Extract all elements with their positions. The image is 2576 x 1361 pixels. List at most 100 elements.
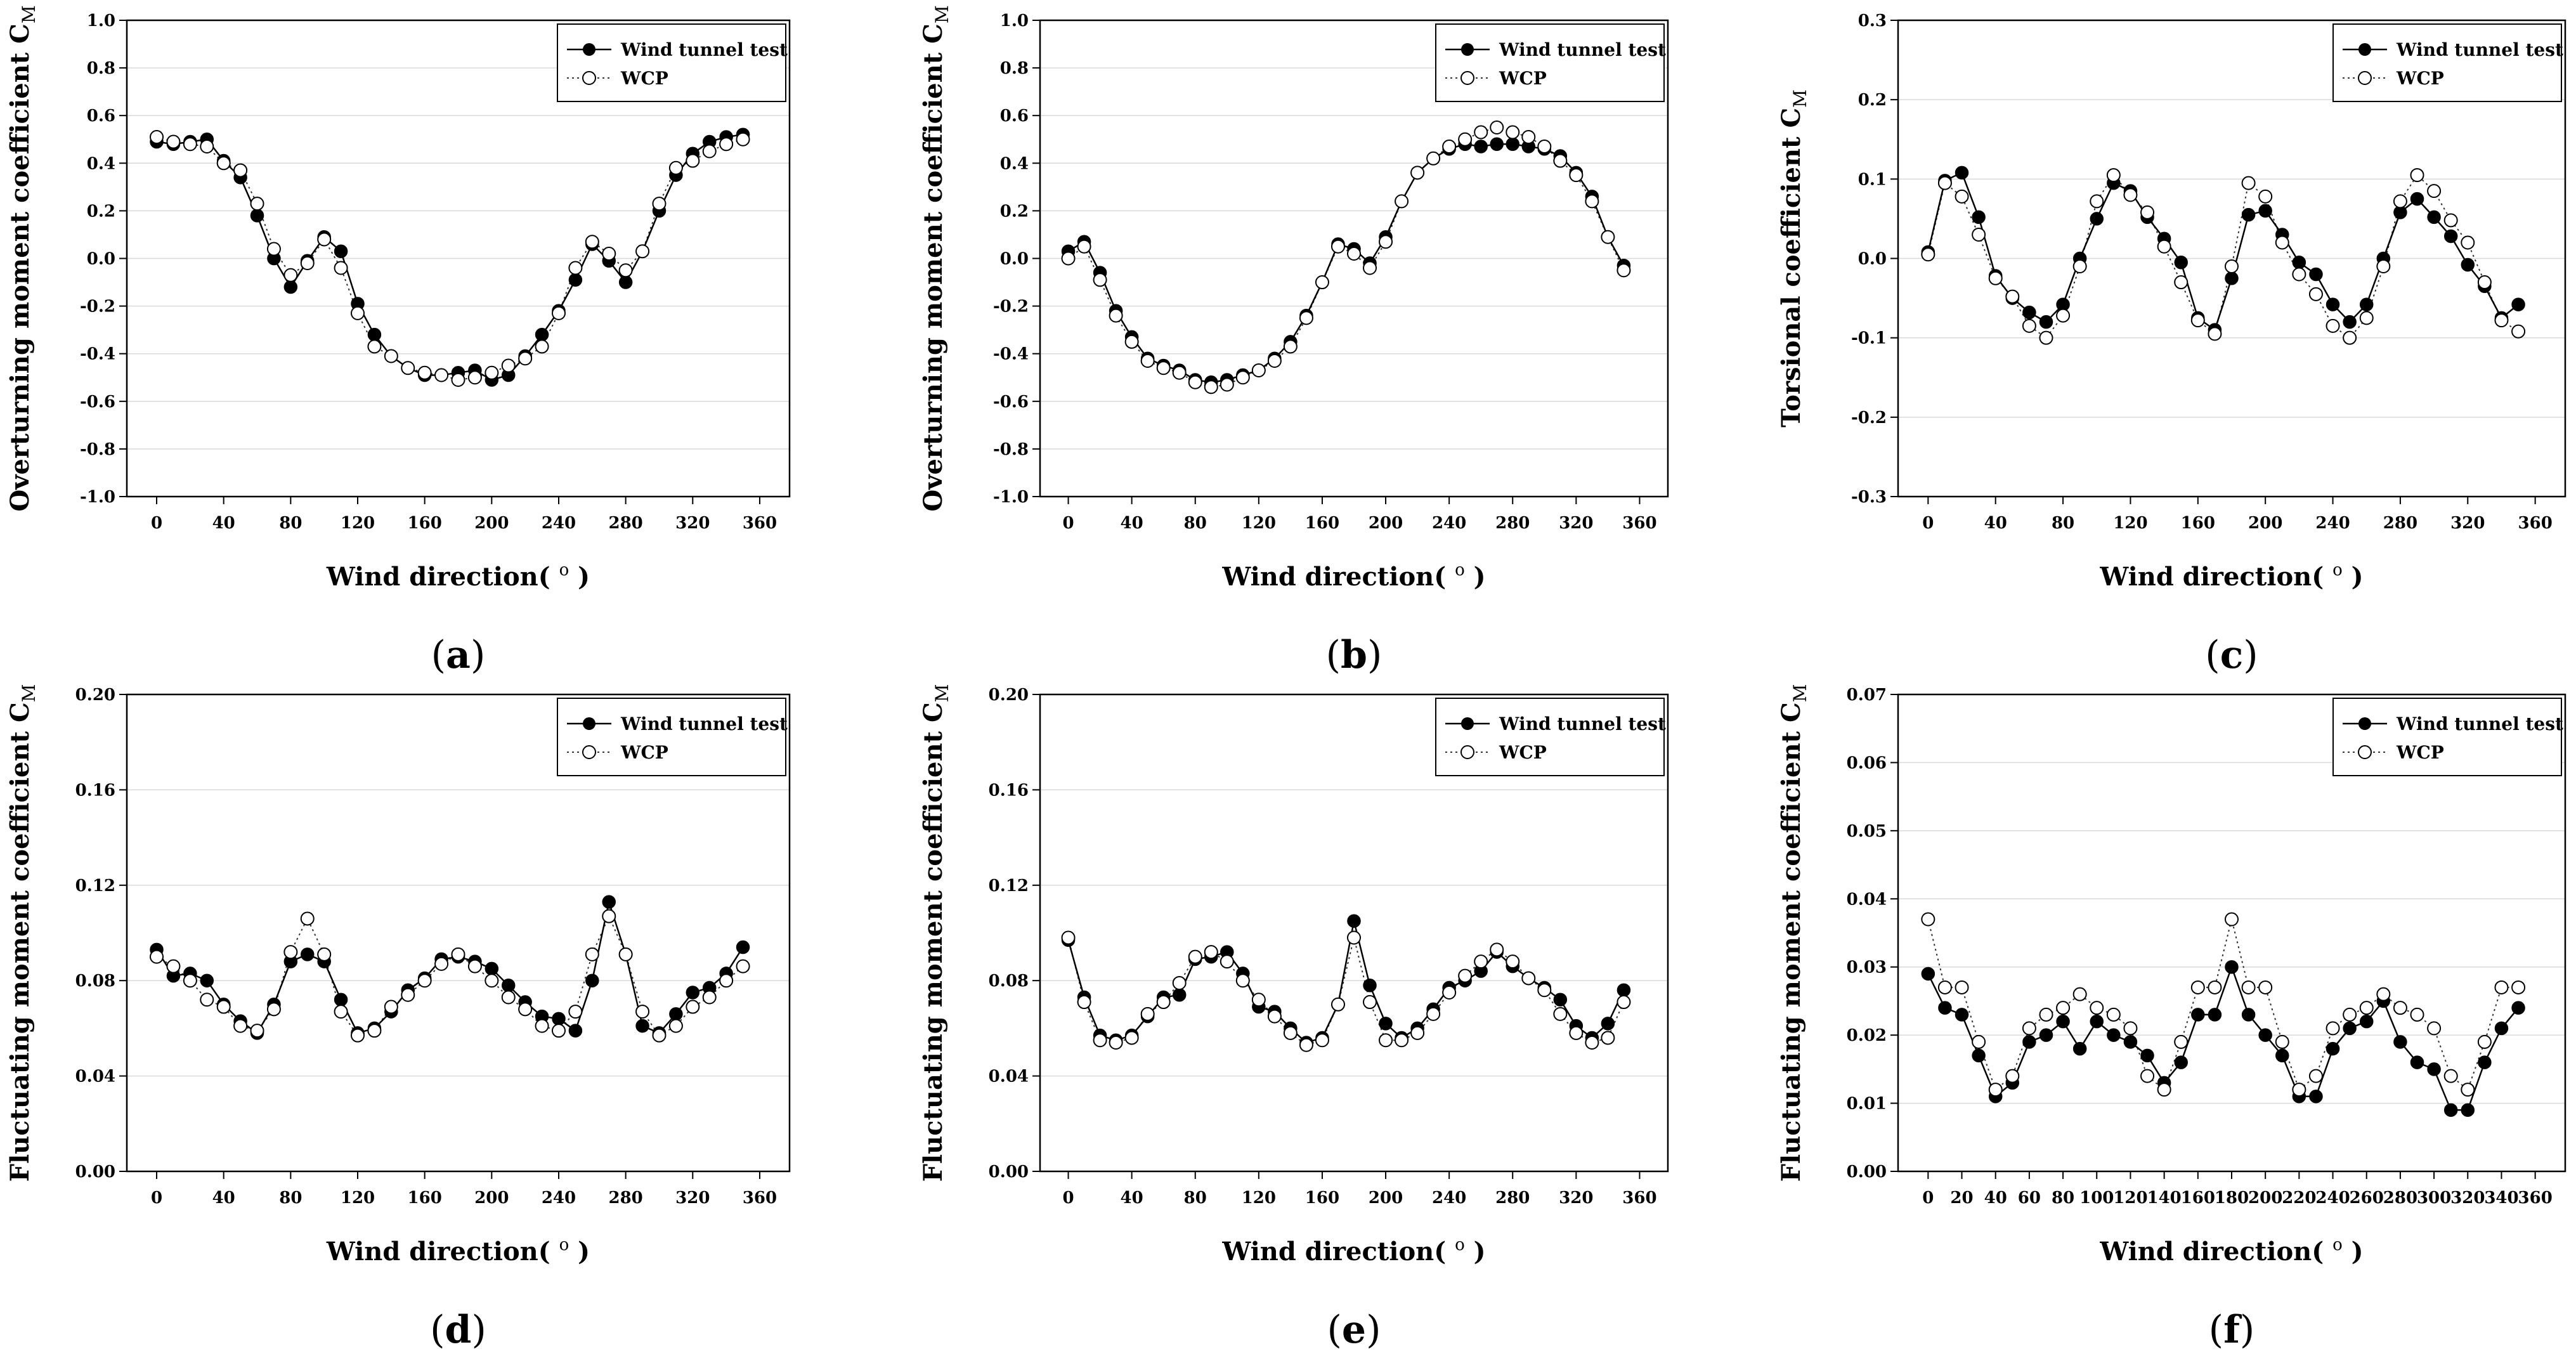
- wcp-point: [1204, 380, 1218, 394]
- y-tick-label: 0.2: [87, 202, 115, 221]
- wind-tunnel-point: [334, 993, 348, 1007]
- y-tick-label: 0.00: [75, 1162, 115, 1182]
- y-tick-label: 0.4: [1000, 154, 1029, 173]
- legend-marker-wcp: [582, 745, 596, 759]
- wcp-point: [2174, 275, 2189, 290]
- wind-tunnel-point: [2275, 1048, 2289, 1063]
- wcp-point: [1585, 194, 1599, 209]
- x-tick-label: 160: [1305, 514, 1339, 533]
- wcp-point: [467, 370, 482, 385]
- wcp-point: [1188, 949, 1202, 964]
- wcp-point: [1220, 377, 1234, 392]
- y-tick-label: 0.07: [1847, 686, 1887, 705]
- wcp-point: [668, 1019, 683, 1033]
- x-tick-label: 340: [2484, 1188, 2518, 1208]
- wcp-point: [1251, 363, 1266, 377]
- legend-label-wcp: WCP: [2396, 742, 2444, 763]
- wcp-point: [1283, 339, 1298, 354]
- wind-tunnel-point: [1972, 1048, 1986, 1063]
- wind-tunnel-point: [2241, 1008, 2256, 1022]
- x-tick-label: 240: [1432, 1188, 1466, 1208]
- wcp-point: [686, 153, 700, 168]
- wind-tunnel-point: [2309, 267, 2323, 282]
- wcp-point: [2461, 235, 2475, 250]
- wcp-point: [2174, 1034, 2189, 1049]
- wind-tunnel-point: [2258, 204, 2272, 218]
- wcp-point: [1569, 1026, 1584, 1040]
- y-tick-label: -0.2: [993, 297, 1029, 316]
- wcp-point: [1490, 942, 1504, 957]
- wcp-point: [2208, 327, 2222, 341]
- x-tick-label: 40: [1984, 1188, 2007, 1208]
- x-tick-label: 40: [1121, 1188, 1143, 1208]
- y-tick-label: 0.4: [87, 154, 115, 173]
- x-tick-label: 240: [2315, 514, 2350, 533]
- y-tick-label: -1.0: [80, 488, 115, 507]
- wcp-point: [417, 974, 432, 988]
- x-tick-label: 100: [2079, 1188, 2114, 1208]
- wind-tunnel-point: [635, 1019, 649, 1033]
- wcp-point: [1474, 954, 1488, 969]
- x-tick-label: 160: [1305, 1188, 1339, 1208]
- wind-tunnel-point: [1955, 1008, 1969, 1022]
- y-tick-label: 0.1: [1858, 170, 1887, 189]
- legend-label-wind-tunnel: Wind tunnel test: [2396, 39, 2563, 60]
- wind-tunnel-point: [2511, 1001, 2525, 1015]
- x-tick-label: 280: [1495, 514, 1530, 533]
- wcp-point: [1299, 311, 1313, 325]
- wcp-point: [1537, 140, 1552, 154]
- wcp-point: [1140, 1006, 1155, 1021]
- y-tick-label: 0.12: [75, 876, 115, 895]
- y-tick-label: 0.00: [1847, 1162, 1887, 1182]
- wind-tunnel-point: [602, 895, 616, 909]
- wcp-point: [2511, 980, 2526, 994]
- wind-tunnel-point: [1363, 978, 1377, 993]
- wind-tunnel-point: [2478, 1055, 2492, 1069]
- wind-tunnel-point: [2056, 1014, 2070, 1029]
- wind-tunnel-point: [250, 209, 264, 223]
- wcp-point: [2090, 194, 2104, 209]
- x-tick-label: 80: [279, 514, 302, 533]
- x-tick-label: 0: [1063, 1188, 1074, 1208]
- wcp-point: [2123, 188, 2138, 202]
- wind-tunnel-point: [2039, 315, 2053, 329]
- wcp-point: [1395, 1033, 1409, 1048]
- wcp-point: [2005, 289, 2020, 304]
- x-tick-label: 140: [2147, 1188, 2181, 1208]
- wcp-point: [719, 137, 734, 152]
- x-tick-label: 320: [2450, 1188, 2485, 1208]
- y-tick-label: -0.6: [993, 393, 1029, 412]
- wcp-point: [1553, 153, 1568, 168]
- legend-marker-wind-tunnel: [1461, 717, 1474, 730]
- wind-tunnel-point: [2241, 207, 2256, 222]
- wind-tunnel-point: [1506, 137, 1519, 152]
- x-tick-label: 120: [1242, 514, 1276, 533]
- x-tick-label: 120: [341, 514, 375, 533]
- x-tick-label: 280: [609, 514, 643, 533]
- wcp-point: [1188, 375, 1202, 389]
- wind-tunnel-point: [2309, 1090, 2323, 1104]
- wcp-point: [568, 1005, 583, 1019]
- legend-label-wind-tunnel: Wind tunnel test: [2396, 713, 2563, 734]
- y-tick-label: 0.8: [87, 59, 115, 78]
- x-tick-label: 80: [1184, 514, 1207, 533]
- wcp-point: [1124, 1031, 1139, 1045]
- x-tick-label: 180: [2215, 1188, 2249, 1208]
- legend-box: [2332, 23, 2562, 102]
- y-tick-label: -0.4: [993, 345, 1029, 364]
- x-tick-label: 360: [2518, 514, 2553, 533]
- plot-frame: [1039, 693, 1669, 1173]
- y-tick-label: -0.8: [80, 440, 115, 459]
- x-tick-label: 120: [1242, 1188, 1276, 1208]
- x-tick-label: 320: [2450, 514, 2485, 533]
- wcp-point: [2308, 1069, 2323, 1083]
- wcp-point: [518, 351, 533, 366]
- y-tick-label: -0.1: [1851, 329, 1887, 348]
- wcp-point: [2477, 275, 2492, 290]
- wcp-point: [652, 197, 667, 211]
- x-tick-label: 40: [1121, 514, 1143, 533]
- x-axis-label: Wind direction( o ): [2099, 1235, 2363, 1267]
- wind-tunnel-point: [2443, 1103, 2458, 1117]
- wcp-point: [2022, 318, 2036, 333]
- subfigure-label: (a): [431, 633, 486, 677]
